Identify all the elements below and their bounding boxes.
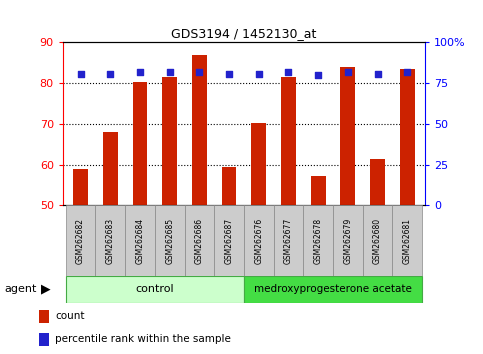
Bar xyxy=(251,123,266,205)
Bar xyxy=(192,55,207,205)
Bar xyxy=(96,205,125,276)
Point xyxy=(106,71,114,76)
Text: GSM262677: GSM262677 xyxy=(284,218,293,264)
Bar xyxy=(303,205,333,276)
Text: GSM262687: GSM262687 xyxy=(225,218,234,264)
Point xyxy=(374,72,382,77)
Bar xyxy=(273,205,303,276)
Bar xyxy=(341,67,355,205)
Text: GSM262682: GSM262682 xyxy=(76,218,85,264)
Text: agent: agent xyxy=(5,284,37,295)
Text: medroxyprogesterone acetate: medroxyprogesterone acetate xyxy=(254,284,412,295)
Text: GSM262683: GSM262683 xyxy=(106,218,115,264)
Bar xyxy=(155,205,185,276)
Bar xyxy=(39,333,49,346)
Text: GSM262676: GSM262676 xyxy=(254,218,263,264)
Point xyxy=(344,69,352,75)
Text: ▶: ▶ xyxy=(41,283,51,296)
Point xyxy=(166,69,173,75)
Bar xyxy=(281,77,296,205)
Point xyxy=(284,69,292,75)
Point xyxy=(403,69,411,75)
Bar xyxy=(103,132,118,205)
Point xyxy=(255,71,263,76)
Bar xyxy=(400,69,414,205)
Text: count: count xyxy=(55,312,85,321)
Bar xyxy=(392,205,422,276)
Bar xyxy=(132,82,147,205)
Bar xyxy=(66,276,244,303)
Text: GSM262684: GSM262684 xyxy=(136,218,144,264)
Bar xyxy=(73,169,88,205)
Text: GSM262680: GSM262680 xyxy=(373,218,382,264)
Bar xyxy=(39,309,49,324)
Bar xyxy=(244,276,422,303)
Bar xyxy=(125,205,155,276)
Bar xyxy=(214,205,244,276)
Text: GSM262686: GSM262686 xyxy=(195,218,204,264)
Text: GSM262678: GSM262678 xyxy=(313,218,323,264)
Bar xyxy=(333,205,363,276)
Point xyxy=(77,72,85,77)
Bar xyxy=(222,167,237,205)
Text: percentile rank within the sample: percentile rank within the sample xyxy=(55,335,231,344)
Bar xyxy=(185,205,214,276)
Text: GSM262681: GSM262681 xyxy=(403,218,412,264)
Bar xyxy=(370,159,385,205)
Text: control: control xyxy=(136,284,174,295)
Title: GDS3194 / 1452130_at: GDS3194 / 1452130_at xyxy=(171,27,316,40)
Point xyxy=(314,73,322,78)
Bar xyxy=(311,176,326,205)
Bar xyxy=(162,77,177,205)
Bar xyxy=(363,205,392,276)
Bar xyxy=(66,205,96,276)
Bar xyxy=(244,205,273,276)
Text: GSM262685: GSM262685 xyxy=(165,218,174,264)
Point xyxy=(225,72,233,77)
Text: GSM262679: GSM262679 xyxy=(343,218,352,264)
Point xyxy=(196,69,203,75)
Point xyxy=(136,69,144,75)
